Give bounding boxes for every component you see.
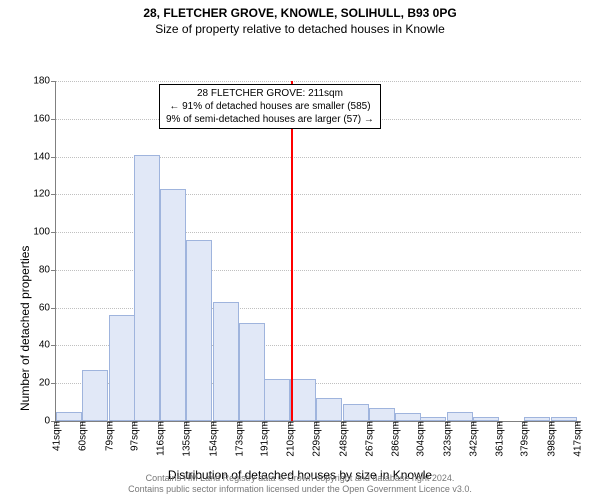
x-tick-label: 417sqm	[570, 421, 583, 457]
histogram-bar	[82, 370, 108, 421]
histogram-bar	[290, 379, 316, 421]
y-tick-label: 20	[39, 378, 56, 389]
histogram-bar	[186, 240, 212, 421]
plot-area: 02040608010012014016018041sqm60sqm79sqm9…	[55, 81, 581, 422]
histogram-bar	[264, 379, 290, 421]
x-tick-label: 398sqm	[544, 421, 557, 457]
x-tick-label: 267sqm	[363, 421, 376, 457]
x-tick-label: 210sqm	[284, 421, 297, 457]
page-subtitle: Size of property relative to detached ho…	[0, 20, 600, 36]
x-tick-label: 41sqm	[50, 421, 63, 451]
y-tick-label: 120	[33, 189, 56, 200]
x-tick-label: 229sqm	[310, 421, 323, 457]
histogram-bar	[369, 408, 395, 421]
x-tick-label: 361sqm	[493, 421, 506, 457]
info-box-line: 28 FLETCHER GROVE: 211sqm	[166, 87, 374, 100]
histogram-bar	[109, 315, 135, 421]
footer: Contains HM Land Registry data © Crown c…	[0, 473, 600, 496]
y-tick-label: 140	[33, 151, 56, 162]
title-area: 28, FLETCHER GROVE, KNOWLE, SOLIHULL, B9…	[0, 0, 600, 36]
x-tick-label: 248sqm	[336, 421, 349, 457]
x-tick-label: 60sqm	[76, 421, 89, 451]
x-tick-label: 173sqm	[232, 421, 245, 457]
y-tick-label: 160	[33, 113, 56, 124]
footer-line-1: Contains HM Land Registry data © Crown c…	[0, 473, 600, 485]
info-box-line: ← 91% of detached houses are smaller (58…	[166, 100, 374, 113]
x-tick-label: 323sqm	[440, 421, 453, 457]
gridline	[56, 81, 581, 82]
y-tick-label: 80	[39, 264, 56, 275]
histogram-bar	[447, 412, 473, 421]
histogram-bar	[160, 189, 186, 421]
x-tick-label: 286sqm	[389, 421, 402, 457]
y-tick-label: 100	[33, 227, 56, 238]
y-tick-label: 60	[39, 302, 56, 313]
x-tick-label: 342sqm	[466, 421, 479, 457]
x-tick-label: 154sqm	[206, 421, 219, 457]
histogram-bar	[343, 404, 369, 421]
histogram-bar	[316, 398, 342, 421]
y-axis-label: Number of detached properties	[18, 246, 32, 411]
histogram-bar	[213, 302, 239, 421]
info-box-line: 9% of semi-detached houses are larger (5…	[166, 113, 374, 126]
histogram-bar	[56, 412, 82, 421]
histogram-bar	[134, 155, 160, 421]
x-tick-label: 97sqm	[127, 421, 140, 451]
info-box: 28 FLETCHER GROVE: 211sqm← 91% of detach…	[159, 84, 381, 129]
x-tick-label: 379sqm	[518, 421, 531, 457]
x-tick-label: 135sqm	[180, 421, 193, 457]
x-tick-label: 304sqm	[414, 421, 427, 457]
y-tick-label: 40	[39, 340, 56, 351]
marker-line	[291, 81, 293, 421]
histogram-bar	[395, 413, 421, 421]
footer-line-2: Contains public sector information licen…	[0, 484, 600, 496]
page-title: 28, FLETCHER GROVE, KNOWLE, SOLIHULL, B9…	[0, 0, 600, 20]
x-tick-label: 79sqm	[102, 421, 115, 451]
x-tick-label: 191sqm	[257, 421, 270, 457]
x-tick-label: 116sqm	[153, 421, 166, 456]
histogram-bar	[239, 323, 265, 421]
y-tick-label: 180	[33, 76, 56, 87]
